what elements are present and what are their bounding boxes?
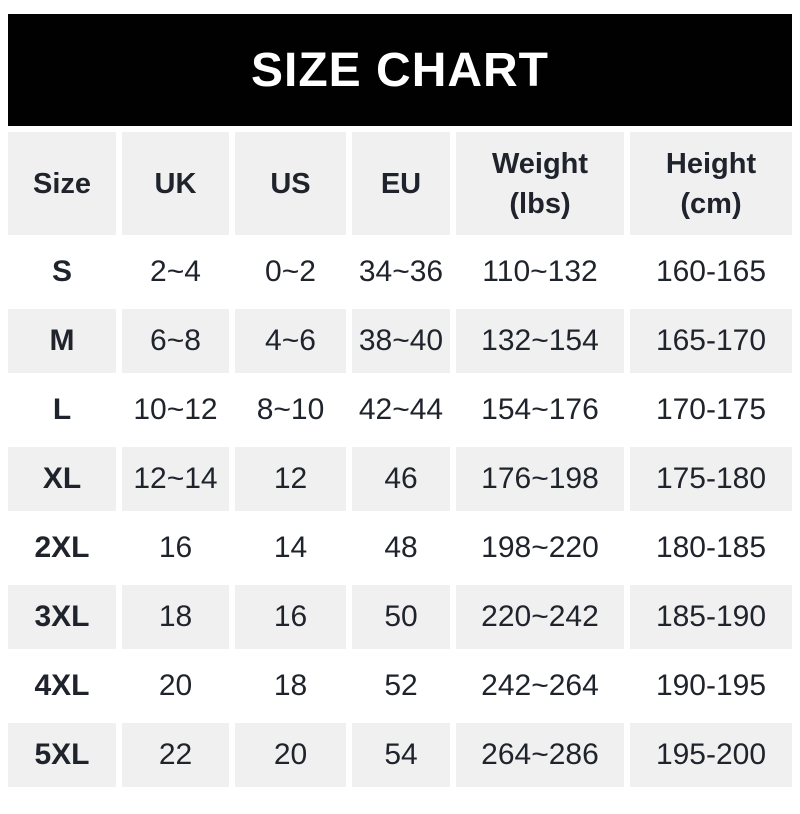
cell-weight: 220~242 xyxy=(456,585,624,649)
cell-us: 12 xyxy=(235,447,346,511)
cell-size: 5XL xyxy=(8,723,116,787)
size-row-s: S 2~4 0~2 34~36 110~132 160-165 xyxy=(8,240,792,304)
cell-weight: 242~264 xyxy=(456,654,624,718)
cell-eu: 42~44 xyxy=(352,378,450,442)
cell-uk: 10~12 xyxy=(122,378,229,442)
column-header-height-label: Height xyxy=(665,147,757,180)
cell-eu: 48 xyxy=(352,516,450,580)
cell-weight: 264~286 xyxy=(456,723,624,787)
cell-size: XL xyxy=(8,447,116,511)
column-header-size: Size xyxy=(8,132,116,235)
column-header-eu-label: EU xyxy=(380,167,422,200)
cell-height: 195-200 xyxy=(630,723,792,787)
page-title: SIZE CHART xyxy=(251,43,549,97)
cell-eu: 50 xyxy=(352,585,450,649)
cell-us: 16 xyxy=(235,585,346,649)
cell-eu: 46 xyxy=(352,447,450,511)
column-header-weight-unit: (lbs) xyxy=(509,187,571,220)
cell-uk: 22 xyxy=(122,723,229,787)
cell-size: 3XL xyxy=(8,585,116,649)
size-row-5xl: 5XL 22 20 54 264~286 195-200 xyxy=(8,723,792,787)
column-header-us-label: US xyxy=(270,167,311,200)
size-row-4xl: 4XL 20 18 52 242~264 190-195 xyxy=(8,654,792,718)
cell-eu: 34~36 xyxy=(352,240,450,304)
cell-height: 170-175 xyxy=(630,378,792,442)
cell-uk: 6~8 xyxy=(122,309,229,373)
cell-size: 2XL xyxy=(8,516,116,580)
cell-uk: 2~4 xyxy=(122,240,229,304)
size-row-l: L 10~12 8~10 42~44 154~176 170-175 xyxy=(8,378,792,442)
cell-eu: 38~40 xyxy=(352,309,450,373)
column-header-weight-label: Weight xyxy=(491,147,589,180)
header-row: Size UK US EU Weight (lbs) Height (cm) xyxy=(8,132,792,235)
cell-weight: 110~132 xyxy=(456,240,624,304)
cell-size: 4XL xyxy=(8,654,116,718)
cell-us: 20 xyxy=(235,723,346,787)
column-header-us: US xyxy=(235,132,346,235)
size-row-3xl: 3XL 18 16 50 220~242 185-190 xyxy=(8,585,792,649)
cell-uk: 16 xyxy=(122,516,229,580)
column-header-eu: EU xyxy=(352,132,450,235)
cell-weight: 132~154 xyxy=(456,309,624,373)
cell-us: 14 xyxy=(235,516,346,580)
cell-weight: 198~220 xyxy=(456,516,624,580)
cell-weight: 176~198 xyxy=(456,447,624,511)
column-header-uk: UK xyxy=(122,132,229,235)
column-header-height-unit: (cm) xyxy=(680,187,742,220)
cell-uk: 12~14 xyxy=(122,447,229,511)
cell-height: 180-185 xyxy=(630,516,792,580)
cell-size: M xyxy=(8,309,116,373)
column-header-height: Height (cm) xyxy=(630,132,792,235)
size-row-2xl: 2XL 16 14 48 198~220 180-185 xyxy=(8,516,792,580)
cell-weight: 154~176 xyxy=(456,378,624,442)
column-header-uk-label: UK xyxy=(154,167,197,200)
cell-height: 190-195 xyxy=(630,654,792,718)
column-header-size-label: Size xyxy=(32,167,92,200)
cell-height: 185-190 xyxy=(630,585,792,649)
size-chart-banner: SIZE CHART xyxy=(8,14,792,126)
cell-height: 165-170 xyxy=(630,309,792,373)
cell-height: 160-165 xyxy=(630,240,792,304)
column-header-weight: Weight (lbs) xyxy=(456,132,624,235)
cell-height: 175-180 xyxy=(630,447,792,511)
cell-us: 4~6 xyxy=(235,309,346,373)
cell-us: 18 xyxy=(235,654,346,718)
cell-uk: 20 xyxy=(122,654,229,718)
cell-eu: 52 xyxy=(352,654,450,718)
cell-eu: 54 xyxy=(352,723,450,787)
size-table-container: Size UK US EU Weight (lbs) Height (cm) xyxy=(0,127,800,792)
size-row-m: M 6~8 4~6 38~40 132~154 165-170 xyxy=(8,309,792,373)
cell-uk: 18 xyxy=(122,585,229,649)
size-chart-table: Size UK US EU Weight (lbs) Height (cm) xyxy=(2,127,798,792)
cell-size: S xyxy=(8,240,116,304)
cell-size: L xyxy=(8,378,116,442)
cell-us: 8~10 xyxy=(235,378,346,442)
cell-us: 0~2 xyxy=(235,240,346,304)
size-row-xl: XL 12~14 12 46 176~198 175-180 xyxy=(8,447,792,511)
